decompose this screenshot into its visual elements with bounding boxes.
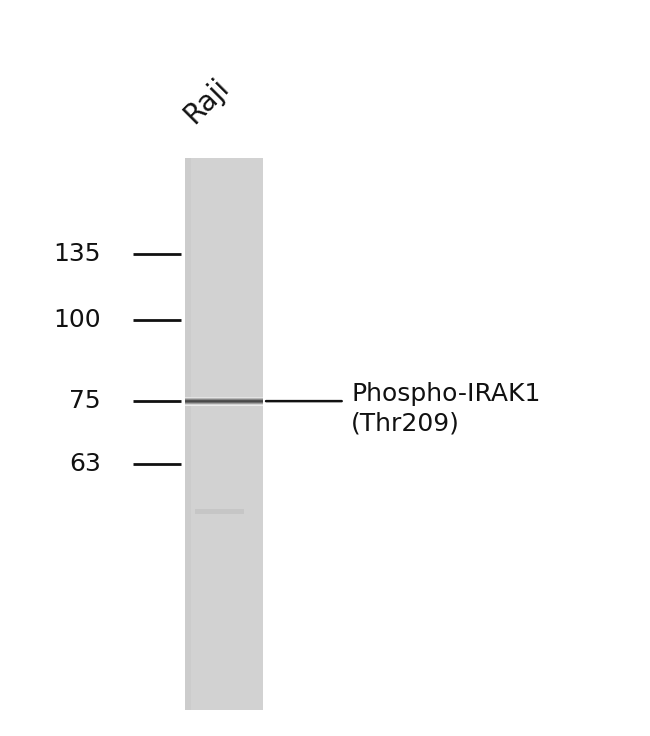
Text: 63: 63 — [69, 452, 101, 475]
Text: 75: 75 — [69, 389, 101, 413]
Text: 135: 135 — [53, 242, 101, 266]
Bar — [185, 158, 192, 710]
Text: (Thr209): (Thr209) — [351, 411, 460, 435]
Text: Raji: Raji — [179, 73, 235, 129]
Bar — [185, 158, 263, 710]
Bar — [195, 509, 244, 514]
Text: Phospho-IRAK1: Phospho-IRAK1 — [351, 382, 540, 406]
Text: 100: 100 — [53, 308, 101, 332]
